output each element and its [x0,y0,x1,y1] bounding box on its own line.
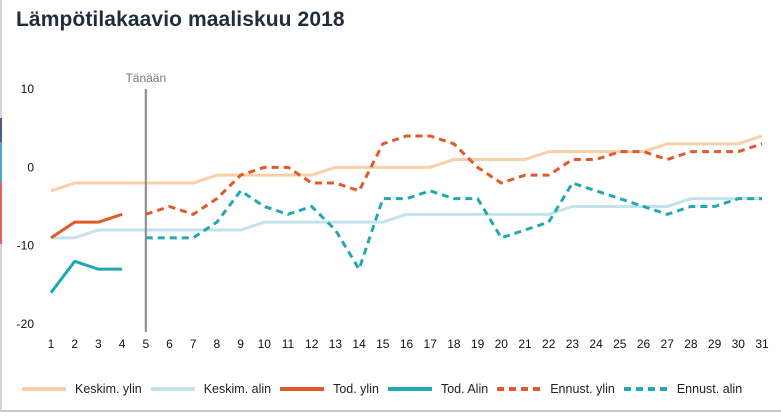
x-tick-label: 24 [589,337,603,351]
x-tick-label: 31 [755,337,769,351]
today-marker-label: Tänään [125,71,166,85]
x-tick-label: 7 [190,337,197,351]
x-tick-label: 12 [305,337,319,351]
chart-title: Lämpötilakaavio maaliskuu 2018 [16,8,345,31]
series-line-keskim-ylin [50,134,763,193]
x-tick-label: 22 [542,337,556,351]
x-tick-label: 6 [166,337,173,351]
x-tick-label: 8 [214,337,221,351]
x-tick-label: 25 [613,337,627,351]
legend-label: Keskim. alin [203,382,272,396]
legend-item[interactable]: Ennust. alin [623,382,743,396]
x-tick-label: 15 [376,337,390,351]
x-tick-label: 9 [237,337,244,351]
x-tick-label: 14 [352,337,366,351]
series-line-keskim-alin [51,197,762,240]
side-strip-dark-blue [0,118,2,142]
legend-label: Tod. Alin [440,382,489,396]
x-tick-label: 27 [661,337,675,351]
x-tick-label: 19 [471,337,485,351]
legend-swatch [22,387,66,391]
legend-label: Keskim. ylin [75,382,142,396]
legend-item[interactable]: Tod. Alin [387,382,489,396]
x-tick-label: 10 [258,337,272,351]
legend-swatch [150,387,195,391]
x-tick-label: 20 [495,337,509,351]
y-tick-label: 10 [21,82,35,96]
legend-label: Tod. ylin [333,382,379,396]
chart-legend: Keskim. ylin Keskim. alin Tod. ylin Tod. Al… [22,382,751,396]
x-tick-label: 2 [71,337,78,351]
y-tick-label: 0 [27,160,34,174]
x-tick-label: 17 [424,337,438,351]
series-line-tod-alin [49,259,123,294]
legend-item[interactable]: Keskim. ylin [22,382,142,396]
x-tick-label: 18 [447,337,461,351]
x-tick-label: 28 [684,337,698,351]
legend-item[interactable]: Ennust. ylin [497,382,615,396]
series-line-tod-ylin [50,212,123,240]
x-tick-label: 3 [95,337,102,351]
legend-label: Ennust. alin [676,382,743,396]
legend-item[interactable]: Tod. ylin [280,382,379,396]
x-tick-label: 26 [637,337,651,351]
x-tick-label: 4 [119,337,126,351]
side-strip-red [0,182,2,244]
series-line-ennust-alin [145,181,762,271]
side-strip-light-blue [0,142,2,182]
legend-swatch [387,387,432,391]
legend-swatch [497,387,542,391]
legend-swatch [623,387,668,391]
x-tick-label: 13 [329,337,343,351]
y-tick-label: -10 [17,239,35,253]
x-tick-label: 16 [400,337,414,351]
legend-item[interactable]: Keskim. alin [150,382,272,396]
x-tick-label: 1 [48,337,55,351]
x-tick-label: 30 [732,337,746,351]
y-tick-label: -20 [17,317,35,331]
series-line-ennust-ylin [145,134,763,216]
x-tick-label: 11 [282,337,295,351]
x-tick-label: 29 [708,337,722,351]
x-tick-label: 23 [566,337,580,351]
legend-label: Ennust. ylin [550,382,615,396]
x-tick-label: 5 [142,337,149,351]
x-tick-label: 21 [518,337,532,351]
legend-swatch [280,387,325,391]
